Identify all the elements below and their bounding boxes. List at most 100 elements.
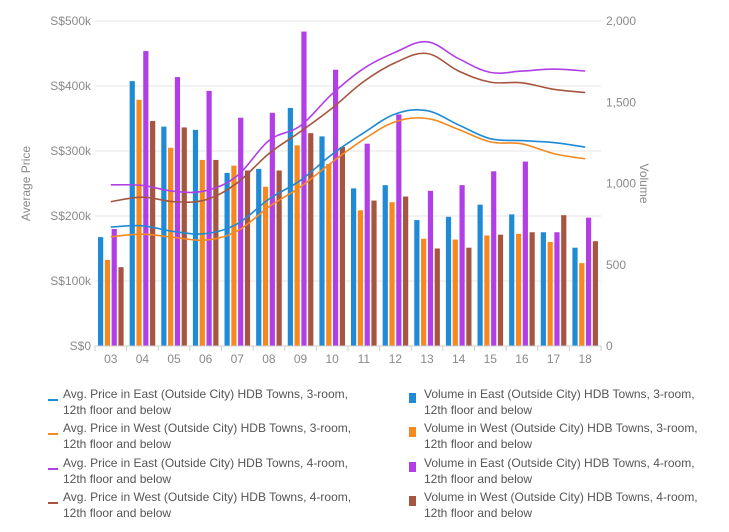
x-axis-tick-label: 08 (262, 352, 276, 366)
volume-bar (445, 216, 452, 346)
volume-bar (136, 99, 142, 346)
volume-bar (287, 107, 293, 346)
volume-bar (332, 69, 339, 346)
volume-bar (540, 232, 546, 346)
legend-bar-swatch (409, 427, 416, 437)
x-axis-tick-label: 10 (326, 352, 340, 366)
volume-bar (262, 186, 269, 346)
price-line (110, 117, 586, 242)
left-axis-tick-label: S$500k (50, 14, 92, 28)
left-axis-tick-label: S$0 (70, 339, 92, 353)
x-axis-tick-label: 13 (420, 352, 434, 366)
volume-bar (515, 233, 522, 347)
x-axis-tick-label: 15 (484, 352, 498, 366)
volume-bar (452, 239, 458, 346)
volume-bar (244, 170, 251, 346)
price-lines (110, 40, 586, 242)
volume-bar (547, 242, 553, 346)
x-axis-tick-label: 04 (136, 352, 150, 366)
right-axis-tick-label: 1,000 (606, 177, 636, 191)
volume-bar (269, 112, 275, 346)
volume-bar (192, 129, 199, 347)
volume-bar (421, 238, 427, 346)
x-axis-tick-label: 03 (104, 352, 118, 366)
volume-bar (326, 164, 332, 346)
volume-bar (529, 232, 535, 346)
volume-bar (319, 136, 325, 347)
price-line (110, 52, 586, 203)
volume-bar (554, 232, 560, 346)
volume-bar (294, 145, 300, 346)
volume-bar (579, 263, 585, 347)
x-axis-tick-label: 05 (167, 352, 181, 366)
x-axis-tick-label: 18 (579, 352, 593, 366)
volume-bar (561, 215, 567, 346)
volume-bar (466, 247, 472, 346)
volume-bar (276, 170, 282, 346)
volume-bar (396, 114, 402, 346)
x-axis-tick-label: 12 (389, 352, 403, 366)
legend-entry-label: Volume in East (Outside City) HDB Towns,… (424, 456, 695, 486)
legend: Avg. Price in East (Outside City) HDB To… (48, 387, 698, 520)
left-axis-tick-label: S$100k (50, 274, 92, 288)
x-axis-tick-label: 17 (547, 352, 561, 366)
volume-bar (143, 51, 149, 347)
right-axis-tick-label: 2,000 (606, 14, 636, 28)
legend-bar-swatch (409, 393, 416, 403)
volume-bar (104, 259, 111, 347)
volume-bar (434, 248, 440, 346)
volume-bar (491, 171, 497, 346)
right-axis-title: Volume (637, 163, 651, 203)
volume-bar (522, 161, 528, 346)
volume-bar (213, 159, 219, 346)
volume-bar (256, 168, 262, 347)
legend-entry-label: Avg. Price in East (Outside City) HDB To… (63, 387, 348, 417)
x-axis-tick-label: 14 (452, 352, 466, 366)
volume-bar (497, 234, 504, 346)
left-axis-title: Average Price (19, 146, 33, 221)
volume-bar (308, 133, 314, 347)
volume-bar (382, 185, 388, 347)
x-axis-tick-label: 16 (515, 352, 529, 366)
left-axis-tick-label: S$200k (50, 209, 92, 223)
price-line (110, 40, 586, 194)
x-axis-tick-label: 07 (231, 352, 245, 366)
axes: S$0 S$100k S$200k S$300k S$400k S$500k 0 500 1,0… (19, 14, 651, 366)
volume-bar (174, 77, 181, 346)
volume-bar (477, 204, 483, 347)
x-axis-tick-label: 11 (358, 352, 371, 366)
volume-bar (427, 190, 434, 346)
volume-bar (592, 241, 598, 346)
volume-bar (585, 217, 592, 347)
volume-bar (459, 185, 465, 347)
volume-bar (150, 120, 156, 346)
volume-bar (403, 196, 409, 346)
volume-bar (572, 247, 578, 346)
volume-bar (509, 214, 515, 347)
legend-bar-swatch (409, 496, 416, 506)
volume-bar (111, 229, 117, 346)
x-axis-tick-label: 06 (199, 352, 213, 366)
volume-bar (238, 117, 244, 346)
volume-bar (181, 127, 187, 346)
legend-bar-swatch (409, 462, 416, 472)
right-axis-tick-label: 0 (606, 339, 613, 353)
volume-bar (224, 172, 230, 346)
right-axis-tick-label: 500 (606, 258, 626, 272)
volume-bar (357, 210, 364, 346)
x-axis-tick-label: 09 (294, 352, 308, 366)
volume-bar (364, 143, 370, 346)
volume-bar (129, 81, 135, 347)
legend-entry-label: Volume in West (Outside City) HDB Towns,… (424, 490, 698, 520)
legend-entry-label: Avg. Price in East (Outside City) HDB To… (63, 456, 348, 486)
volume-bar (98, 237, 104, 347)
legend-entry-label: Volume in West (Outside City) HDB Towns,… (424, 421, 698, 451)
price-line (110, 109, 586, 235)
volume-bar (414, 220, 420, 346)
volume-bar (206, 90, 212, 347)
volume-bar (339, 146, 345, 346)
bars (98, 31, 598, 347)
volume-bar (168, 147, 174, 346)
